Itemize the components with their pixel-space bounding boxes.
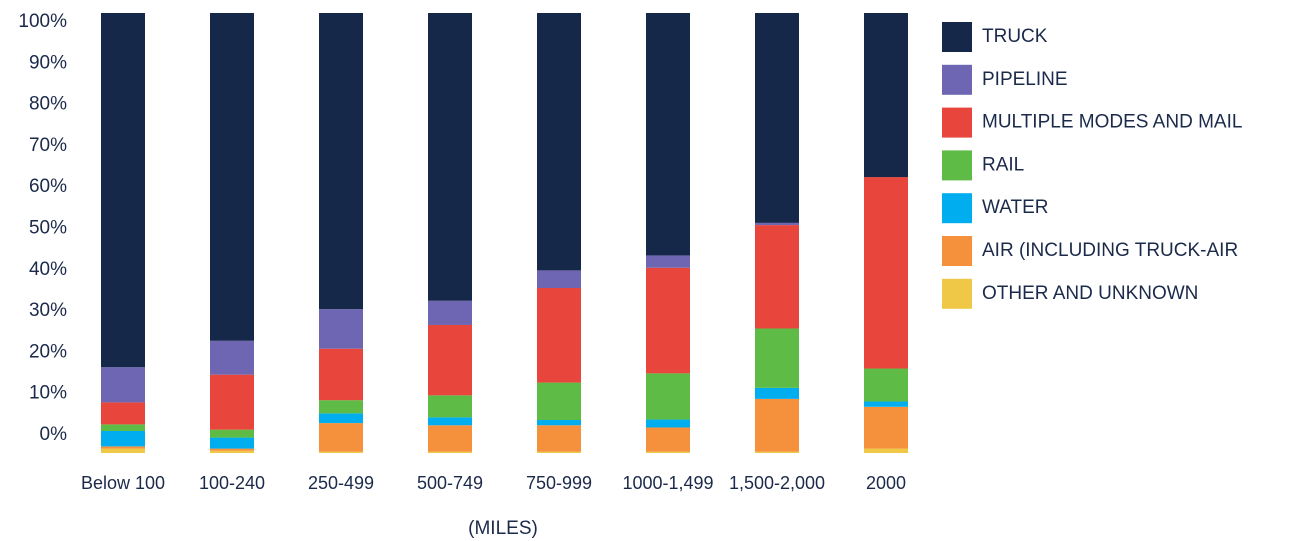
y-tick-label: 100% <box>18 11 67 32</box>
legend-swatch <box>942 64 972 95</box>
bar-segment <box>646 427 690 452</box>
bar-segment <box>428 300 472 325</box>
legend-label: OTHER AND UNKNOWN <box>982 283 1198 304</box>
legend-swatch <box>942 22 972 52</box>
y-tick-label: 70% <box>29 135 67 156</box>
x-tick-label: 1000-1,499 <box>622 473 713 493</box>
bar-segment <box>428 395 472 418</box>
bar-segment <box>210 437 254 449</box>
x-tick-label: Below 100 <box>81 473 165 493</box>
bar-segment <box>864 368 908 402</box>
bar-segment <box>864 177 908 369</box>
bar-segment <box>537 420 581 426</box>
x-tick-label: 2000 <box>866 473 906 493</box>
legend-label: TRUCK <box>982 26 1048 47</box>
bar-segment <box>755 13 799 223</box>
bar-segment <box>755 387 799 399</box>
bar-segment <box>537 425 581 452</box>
y-tick-label: 50% <box>29 218 67 239</box>
bar-segment <box>646 419 690 428</box>
y-tick-label: 40% <box>29 259 67 280</box>
bar-segment <box>864 13 908 178</box>
legend-swatch <box>942 107 972 138</box>
bar-segment <box>755 398 799 452</box>
bar-segment <box>210 429 254 438</box>
bar-segment <box>646 13 690 256</box>
bar-segment <box>101 448 145 453</box>
bar-segment <box>319 348 363 401</box>
x-tick-label: 250-499 <box>308 473 374 493</box>
bar-segment <box>646 267 690 374</box>
bar-segment <box>537 451 581 453</box>
x-tick-label: 100-240 <box>199 473 265 493</box>
bar-segment <box>755 328 799 388</box>
bar-segment <box>210 340 254 375</box>
x-axis: Below 100 100-240 250-499 500-749 750-999 100… <box>81 473 906 493</box>
bar-segment <box>646 255 690 268</box>
bar-segment <box>319 309 363 349</box>
bar-segment <box>864 448 908 453</box>
legend-swatch <box>942 278 972 309</box>
bar-area <box>101 13 908 453</box>
bar-segment <box>646 451 690 453</box>
legend-swatch <box>942 236 972 266</box>
bar-segment <box>210 13 254 341</box>
legend: TRUCK PIPELINE MULTIPLE MODES AND MAIL RAIL… <box>942 22 1242 309</box>
legend-label: RAIL <box>982 154 1024 175</box>
y-axis: 0% 10% 20% 30% 40% 50% 60% 70% 80% 90% 100% <box>18 11 67 445</box>
legend-swatch <box>942 150 972 181</box>
bar-segment <box>428 451 472 453</box>
bar-segment <box>210 448 254 451</box>
x-tick-label: 1,500-2,000 <box>729 473 825 493</box>
bar-segment <box>210 374 254 430</box>
bar-segment <box>319 400 363 414</box>
legend-label: WATER <box>982 197 1049 218</box>
bar-segment <box>101 367 145 403</box>
x-tick-label: 500-749 <box>417 473 483 493</box>
y-tick-label: 90% <box>29 52 67 73</box>
bar-segment <box>537 288 581 383</box>
bar-segment <box>537 13 581 271</box>
x-tick-label: 750-999 <box>526 473 592 493</box>
bar-segment <box>101 431 145 447</box>
bar-segment <box>755 225 799 329</box>
bar-segment <box>210 450 254 453</box>
bar-segment <box>319 451 363 453</box>
bar-segment <box>864 406 908 449</box>
y-tick-label: 0% <box>40 424 68 445</box>
bar-segment <box>646 373 690 420</box>
bar-segment <box>319 423 363 452</box>
y-tick-label: 10% <box>29 383 67 404</box>
bar-segment <box>537 270 581 288</box>
y-tick-label: 30% <box>29 300 67 321</box>
bar-segment <box>428 324 472 396</box>
bar-segment <box>428 13 472 301</box>
legend-swatch <box>942 193 972 224</box>
bar-segment <box>319 13 363 310</box>
y-tick-label: 80% <box>29 94 67 115</box>
y-tick-label: 60% <box>29 176 67 197</box>
legend-label: AIR (INCLUDING TRUCK-AIR <box>982 240 1238 261</box>
bar-segment <box>101 424 145 431</box>
y-tick-label: 20% <box>29 341 67 362</box>
bar-segment <box>755 222 799 226</box>
bar-segment <box>319 413 363 424</box>
bar-segment <box>101 402 145 425</box>
bar-segment <box>755 451 799 453</box>
bar-segment <box>101 13 145 368</box>
bar-segment <box>428 417 472 426</box>
x-axis-title: (MILES) <box>468 518 538 539</box>
bar-segment <box>864 401 908 407</box>
legend-label: MULTIPLE MODES AND MAIL <box>982 112 1242 133</box>
legend-label: PIPELINE <box>982 69 1068 90</box>
bar-segment <box>428 425 472 452</box>
bar-segment <box>101 446 145 449</box>
bar-segment <box>537 382 581 420</box>
